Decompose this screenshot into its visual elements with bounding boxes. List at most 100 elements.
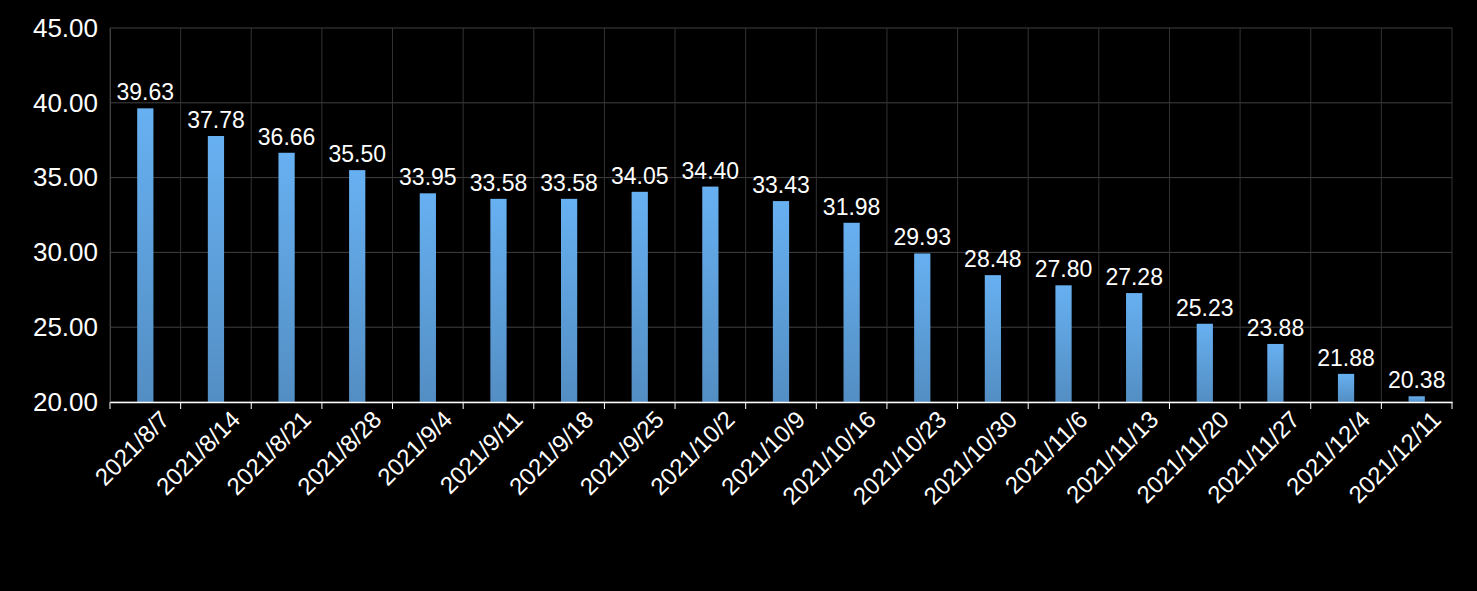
category-divider	[1310, 28, 1311, 402]
y-tick: 40.00	[33, 88, 110, 118]
data-label: 37.78	[187, 107, 245, 133]
y-tick: 45.00	[33, 13, 110, 43]
category-tick	[1098, 402, 1099, 409]
x-tick: 2021/10/30	[918, 402, 1022, 509]
category-divider	[816, 28, 817, 402]
y-tick-label: 35.00	[33, 162, 98, 192]
data-label: 21.88	[1317, 345, 1375, 371]
bar	[773, 201, 789, 402]
bar	[490, 199, 506, 402]
data-label: 20.38	[1388, 367, 1446, 393]
data-label: 27.28	[1105, 264, 1163, 290]
x-tick: 2021/11/27	[1202, 402, 1305, 508]
data-label: 39.63	[117, 79, 175, 105]
grid-line	[110, 28, 1452, 29]
grid	[110, 28, 1452, 402]
x-tick-label: 2021/8/28	[292, 405, 387, 500]
x-axis-line	[111, 402, 1453, 404]
category-divider	[251, 28, 252, 402]
bar	[702, 187, 718, 402]
category-tick	[957, 402, 958, 409]
x-tick-label: 2021/10/30	[918, 405, 1022, 509]
y-tick-label: 45.00	[33, 13, 98, 43]
x-axis: 2021/8/72021/8/142021/8/212021/8/282021/…	[89, 402, 1452, 509]
data-label: 33.58	[470, 170, 528, 196]
data-label: 33.95	[399, 164, 457, 190]
category-divider	[1098, 28, 1099, 402]
category-divider	[321, 28, 322, 402]
category-tick	[886, 402, 887, 409]
y-tick: 20.00	[33, 387, 110, 417]
category-tick	[321, 402, 322, 409]
category-divider	[463, 28, 464, 402]
bar	[844, 223, 860, 402]
chart-svg: 20.00 25.00 30.00 35.00 40.00 45.00 2021/8/720…	[0, 0, 1477, 591]
bar	[1197, 324, 1213, 402]
category-tick	[392, 402, 393, 409]
category-divider	[1452, 28, 1453, 402]
bar	[208, 136, 224, 402]
bar	[1338, 374, 1354, 402]
y-tick: 25.00	[33, 312, 110, 342]
category-divider	[180, 28, 181, 402]
category-tick	[110, 402, 111, 409]
data-label: 23.88	[1247, 315, 1305, 341]
data-label: 28.48	[964, 246, 1022, 272]
category-tick	[180, 402, 181, 409]
data-label: 29.93	[893, 224, 951, 250]
bar	[632, 192, 648, 402]
category-divider	[675, 28, 676, 402]
y-tick-label: 30.00	[33, 237, 98, 267]
x-tick-label: 2021/12/11	[1343, 405, 1446, 508]
data-label: 33.58	[540, 170, 598, 196]
bar	[1126, 293, 1142, 402]
category-tick	[1240, 402, 1241, 409]
y-axis: 20.00 25.00 30.00 35.00 40.00 45.00	[33, 13, 111, 417]
bars	[137, 108, 1425, 402]
data-label: 25.23	[1176, 295, 1234, 321]
bar	[137, 108, 153, 402]
y-tick-label: 25.00	[33, 312, 98, 342]
y-tick-label: 20.00	[33, 387, 98, 417]
y-tick-label: 40.00	[33, 88, 98, 118]
x-tick: 2021/8/28	[292, 402, 387, 500]
category-divider	[1240, 28, 1241, 402]
bar	[1267, 344, 1283, 402]
bar	[349, 170, 365, 402]
data-label: 34.40	[682, 158, 740, 184]
bar	[1409, 396, 1425, 402]
data-label: 36.66	[258, 124, 316, 150]
category-tick	[1169, 402, 1170, 409]
category-tick	[1028, 402, 1029, 409]
category-tick	[463, 402, 464, 409]
category-divider	[745, 28, 746, 402]
category-tick	[604, 402, 605, 409]
data-label: 31.98	[823, 194, 881, 220]
bar	[985, 275, 1001, 402]
data-labels: 39.63 37.78 36.66 35.50 33.95 33.58 33.58 34.05…	[117, 79, 1446, 393]
category-divider	[533, 28, 534, 402]
bar	[420, 193, 436, 402]
category-divider	[604, 28, 605, 402]
category-divider	[1169, 28, 1170, 402]
category-tick	[251, 402, 252, 409]
category-divider	[1381, 28, 1382, 402]
bar	[914, 253, 930, 402]
chart-container: 20.00 25.00 30.00 35.00 40.00 45.00 2021/8/720…	[0, 0, 1477, 591]
data-label: 33.43	[752, 172, 810, 198]
category-divider	[886, 28, 887, 402]
category-tick	[816, 402, 817, 409]
grid-line	[110, 102, 1452, 103]
data-label: 34.05	[611, 163, 669, 189]
category-tick	[745, 402, 746, 409]
category-divider	[957, 28, 958, 402]
x-tick: 2021/12/11	[1343, 402, 1446, 508]
category-tick	[1381, 402, 1382, 409]
category-tick	[1310, 402, 1311, 409]
plot: 20.00 25.00 30.00 35.00 40.00 45.00 2021/8/720…	[33, 13, 1453, 510]
x-tick-label: 2021/11/27	[1202, 405, 1305, 508]
y-tick: 35.00	[33, 162, 110, 192]
data-label: 27.80	[1035, 256, 1093, 282]
data-label: 35.50	[328, 141, 386, 167]
bar	[1055, 285, 1071, 402]
